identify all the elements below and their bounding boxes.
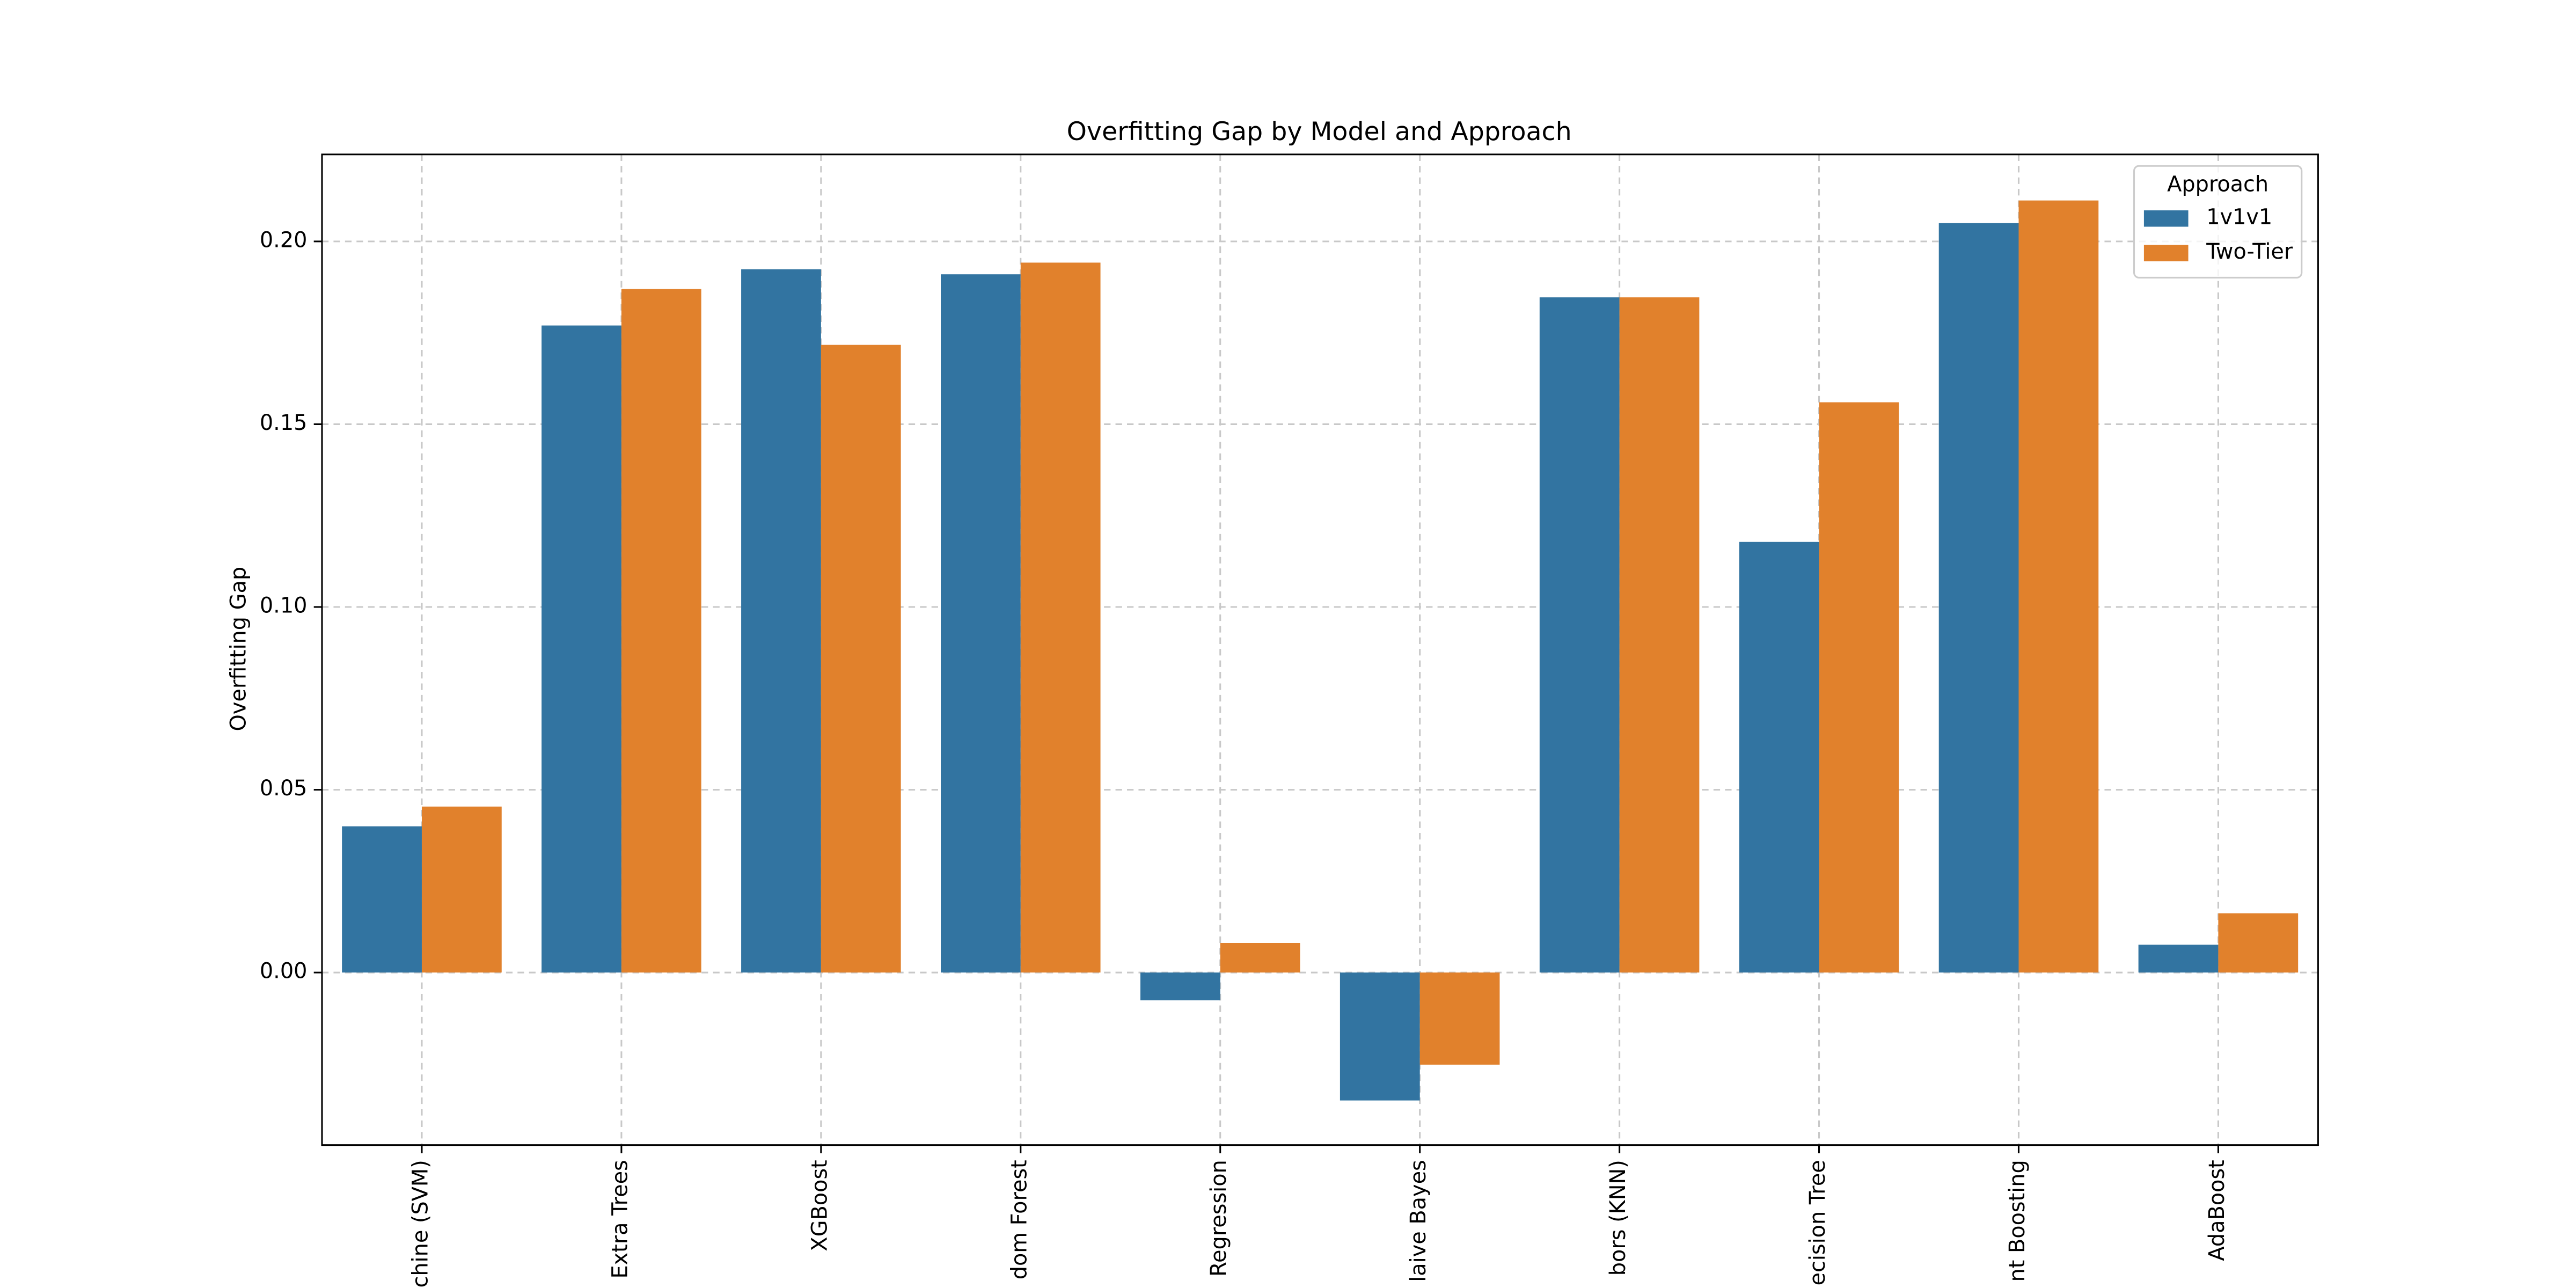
x-tick-label: Extra Trees <box>608 1160 632 1278</box>
legend-swatch <box>2143 245 2189 261</box>
x-tick-label: XGBoost <box>807 1160 832 1251</box>
x-tick-label: laive Bayes <box>1406 1160 1431 1282</box>
x-tick-label: dom Forest <box>1007 1160 1031 1279</box>
bar <box>621 289 701 973</box>
y-tick-label: 0.10 <box>260 594 308 618</box>
bar <box>1340 972 1420 1101</box>
x-tick-label: chine (SVM) <box>408 1160 433 1287</box>
bar <box>2218 913 2299 973</box>
x-tick-label: nt Boosting <box>2005 1160 2030 1282</box>
y-axis-label: Overfitting Gap <box>226 567 251 731</box>
bar <box>1739 541 1819 973</box>
bar <box>421 806 502 973</box>
bar <box>1619 297 1700 973</box>
y-tick-label: 0.00 <box>260 959 308 984</box>
bar <box>821 345 901 973</box>
x-tick-label: Regression <box>1206 1160 1231 1277</box>
bar <box>1819 402 1899 973</box>
bar <box>541 325 621 973</box>
bar <box>941 274 1021 973</box>
y-tick-label: 0.15 <box>260 411 308 435</box>
bar <box>1020 262 1101 973</box>
bar <box>342 826 422 973</box>
y-tick-label: 0.20 <box>260 228 308 252</box>
legend: Approach 1v1v1 Two-Tier <box>2133 165 2303 279</box>
bar <box>1220 942 1300 973</box>
bar <box>741 269 821 973</box>
x-tick-label: bors (KNN) <box>1606 1160 1630 1276</box>
legend-label: 1v1v1 <box>2206 205 2272 230</box>
plot-frame <box>321 153 2319 1146</box>
bar <box>2138 945 2219 973</box>
bar <box>1539 297 1620 973</box>
x-tick-label: ecision Tree <box>1805 1160 1830 1285</box>
legend-title: Approach <box>2167 172 2268 196</box>
bar <box>1938 223 2019 973</box>
legend-label: Two-Tier <box>2206 239 2293 264</box>
bar <box>1419 972 1500 1065</box>
x-tick-label: AdaBoost <box>2205 1160 2229 1261</box>
legend-swatch <box>2143 210 2189 227</box>
chart-title: Overfitting Gap by Model and Approach <box>1067 117 1572 147</box>
bar <box>2018 200 2099 973</box>
y-tick-label: 0.05 <box>260 776 308 801</box>
bar <box>1140 972 1220 1000</box>
